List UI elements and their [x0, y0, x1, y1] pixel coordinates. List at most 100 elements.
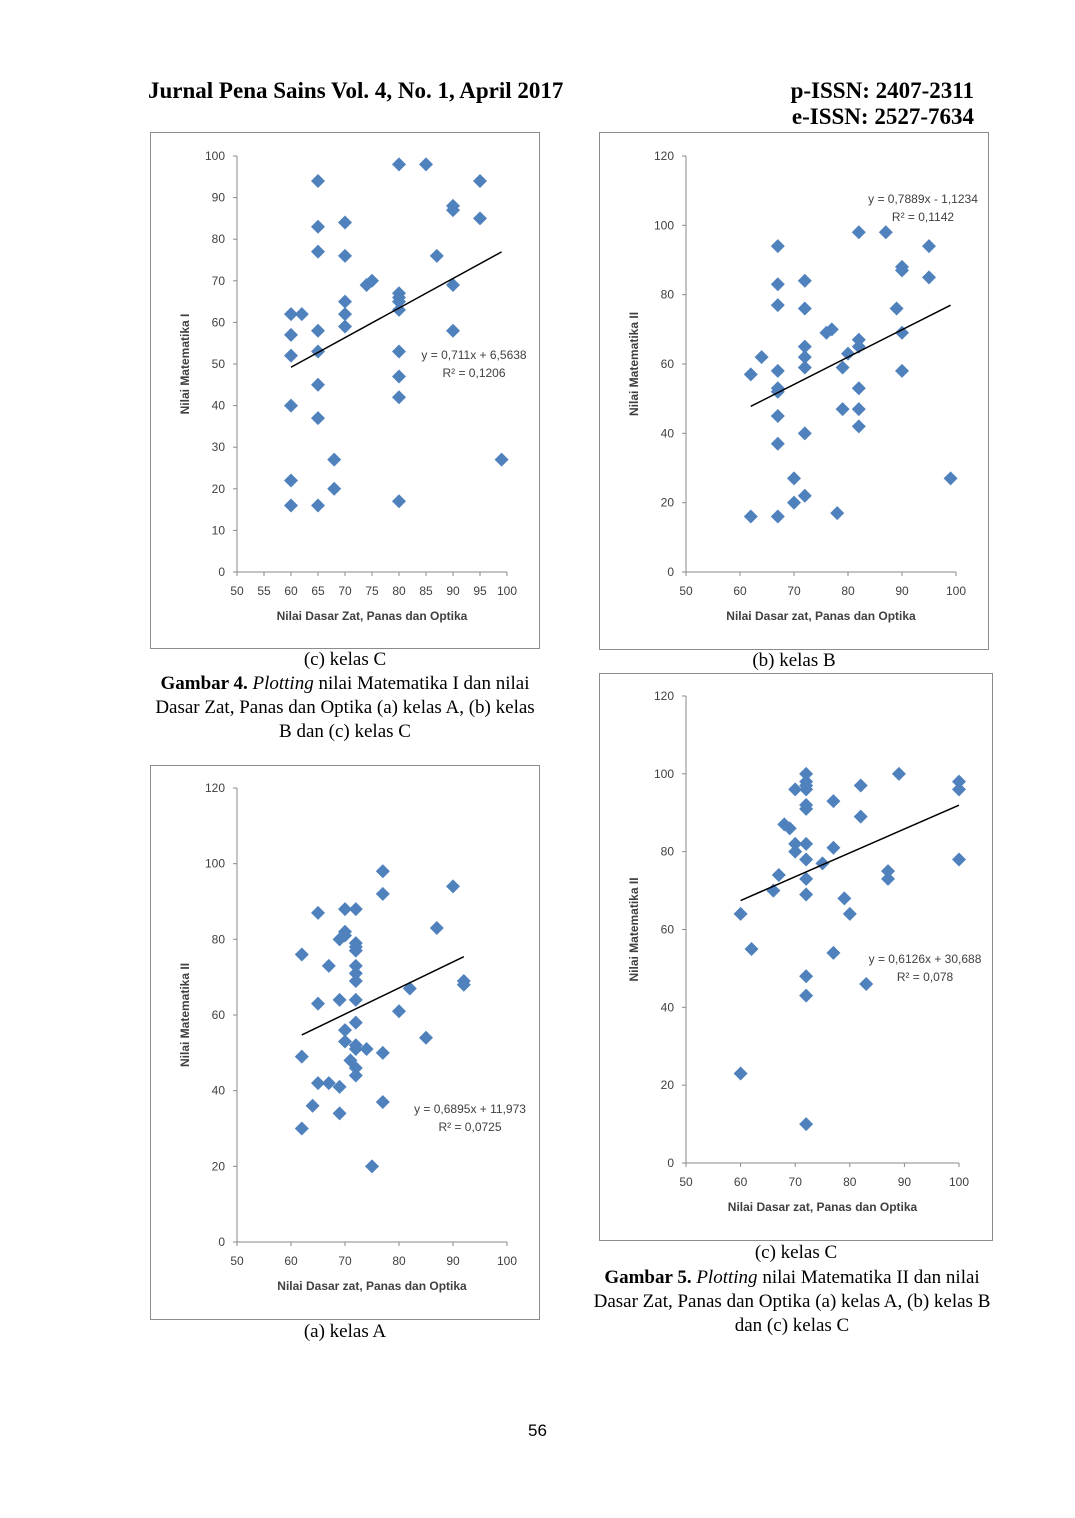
data-point [830, 506, 845, 521]
x-tick-label: 60 [734, 1175, 748, 1189]
chart-svg: 0 20 40 60 80 100 120 50 60 70 80 90 100 Nilai Dasar … [627, 689, 982, 1214]
data-point [284, 473, 298, 488]
data-point [294, 947, 309, 962]
y-tick-label: 0 [667, 1156, 674, 1170]
data-point [889, 301, 904, 316]
p-issn: p-ISSN: 2407-2311 [790, 78, 974, 103]
x-tick-label: 50 [679, 1175, 693, 1189]
data-point [473, 211, 487, 226]
y-tick-label: 50 [212, 357, 226, 371]
data-point [770, 384, 785, 399]
data-point [826, 840, 841, 855]
chart-mat1-c: 0 10 20 30 40 50 60 70 80 90 100 50 55 60 65 70 75 80 85 90… [150, 132, 540, 649]
data-point [321, 958, 336, 973]
data-point [456, 977, 471, 992]
y-axis-title: Nilai Matematika I [178, 314, 192, 415]
chart-mat2-c: 0 20 40 60 80 100 120 50 60 70 80 90 100 Nilai Dasar … [599, 673, 993, 1241]
data-point [311, 377, 325, 392]
x-axis-title: Nilai Dasar Zat, Panas dan Optika [277, 609, 468, 623]
data-point [826, 945, 841, 960]
data-point [787, 471, 801, 486]
data-point [895, 363, 909, 378]
data-point [819, 325, 834, 340]
data-point [797, 426, 812, 441]
data-point [743, 367, 758, 382]
data-point [788, 836, 803, 851]
data-point [895, 263, 909, 278]
data-point [770, 509, 785, 524]
data-point [338, 307, 352, 322]
y-tick-label: 80 [212, 932, 226, 946]
data-point [348, 966, 363, 981]
trendline-equation: y = 0,711x + 6,5638 [421, 348, 527, 362]
x-tick-label: 100 [497, 1254, 517, 1268]
data-point [311, 323, 325, 338]
figure5-italic: Plotting [696, 1267, 758, 1288]
data-point [311, 219, 325, 234]
trendline [740, 804, 960, 902]
y-tick-label: 0 [218, 1235, 225, 1249]
y-tick-label: 60 [661, 923, 675, 937]
data-point [952, 852, 966, 867]
data-point [348, 1060, 363, 1075]
data-point [365, 273, 379, 288]
y-tick-label: 30 [212, 440, 226, 454]
chart-svg: 0 20 40 60 80 100 120 50 60 70 80 90 100 Nilai Dasar … [627, 149, 978, 623]
x-tick-label: 80 [843, 1175, 857, 1189]
data-point [392, 157, 406, 172]
e-issn: e-ISSN: 2527-7634 [791, 104, 974, 129]
data-point [770, 277, 785, 292]
r-squared-label: R² = 0,1206 [442, 366, 505, 380]
data-point [799, 969, 814, 984]
y-tick-label: 70 [212, 274, 226, 288]
data-point [744, 941, 759, 956]
data-point [770, 363, 785, 378]
y-tick-label: 100 [654, 767, 674, 781]
x-tick-label: 90 [446, 584, 460, 598]
data-point [359, 1042, 374, 1057]
data-point [375, 886, 390, 901]
data-point [837, 891, 852, 906]
data-point [332, 1106, 347, 1121]
data-point [392, 369, 406, 384]
data-point [853, 778, 868, 793]
data-point [824, 322, 839, 337]
data-point [799, 988, 814, 1003]
data-point [419, 1030, 433, 1045]
y-tick-label: 20 [212, 482, 226, 496]
figure4-text: nilai Matematika I dan nilai Dasar Zat, … [155, 673, 535, 742]
x-tick-label: 90 [446, 1254, 460, 1268]
y-tick-label: 40 [661, 426, 675, 440]
data-point [392, 390, 406, 405]
data-point [284, 327, 298, 342]
data-point [311, 996, 325, 1011]
data-point [348, 943, 363, 958]
data-point [294, 307, 309, 322]
data-point [311, 498, 325, 513]
data-point [770, 239, 785, 254]
data-point [332, 1079, 347, 1094]
y-tick-label: 120 [654, 689, 674, 703]
x-tick-label: 60 [284, 584, 298, 598]
data-point [419, 157, 433, 172]
data-point [348, 902, 363, 917]
y-tick-label: 60 [661, 357, 675, 371]
data-point [338, 294, 352, 309]
r-squared-label: R² = 0,1142 [892, 210, 954, 224]
issn-block: p-ISSN: 2407-2311 e-ISSN: 2527-7634 [791, 78, 974, 130]
y-tick-label: 20 [661, 1078, 675, 1092]
data-point [473, 173, 487, 188]
data-point [338, 319, 352, 334]
data-point [777, 817, 792, 832]
data-point [797, 360, 812, 375]
x-tick-label: 95 [473, 584, 487, 598]
data-point [402, 981, 417, 996]
x-tick-label: 50 [679, 584, 693, 598]
data-point [770, 298, 785, 313]
data-point [799, 836, 814, 851]
data-point [338, 1034, 352, 1049]
data-point [771, 868, 786, 883]
y-tick-label: 40 [212, 399, 226, 413]
x-tick-label: 50 [230, 584, 244, 598]
r-squared-label: R² = 0,078 [897, 970, 954, 984]
